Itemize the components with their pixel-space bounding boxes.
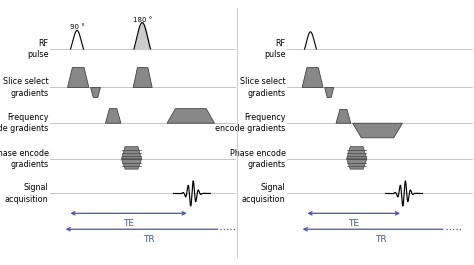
Text: Signal
acquisition: Signal acquisition xyxy=(5,183,48,204)
Text: Frequency
encode gradients: Frequency encode gradients xyxy=(215,113,285,133)
Polygon shape xyxy=(106,109,121,123)
Polygon shape xyxy=(68,68,89,87)
Polygon shape xyxy=(121,159,142,169)
Text: Phase encode
gradients: Phase encode gradients xyxy=(229,149,285,169)
Text: TE: TE xyxy=(348,219,359,228)
Text: Frequency
encode gradients: Frequency encode gradients xyxy=(0,113,48,133)
Polygon shape xyxy=(91,87,100,98)
Text: Signal
acquisition: Signal acquisition xyxy=(242,183,285,204)
Polygon shape xyxy=(336,109,351,123)
Polygon shape xyxy=(346,147,367,159)
Text: RF
pulse: RF pulse xyxy=(264,39,285,59)
Text: 90 °: 90 ° xyxy=(70,24,84,30)
Polygon shape xyxy=(133,68,152,87)
Text: TE: TE xyxy=(123,219,134,228)
Polygon shape xyxy=(167,109,215,123)
Polygon shape xyxy=(353,123,402,138)
Text: TR: TR xyxy=(143,235,155,244)
Text: Slice select
gradients: Slice select gradients xyxy=(3,77,48,98)
Polygon shape xyxy=(121,147,142,159)
Polygon shape xyxy=(346,159,367,169)
Text: Slice select
gradients: Slice select gradients xyxy=(240,77,285,98)
Polygon shape xyxy=(302,68,323,87)
Polygon shape xyxy=(325,87,334,98)
Text: RF
pulse: RF pulse xyxy=(27,39,48,59)
Text: 180 °: 180 ° xyxy=(133,16,152,23)
Text: TR: TR xyxy=(375,235,387,244)
Text: Phase encode
gradients: Phase encode gradients xyxy=(0,149,48,169)
